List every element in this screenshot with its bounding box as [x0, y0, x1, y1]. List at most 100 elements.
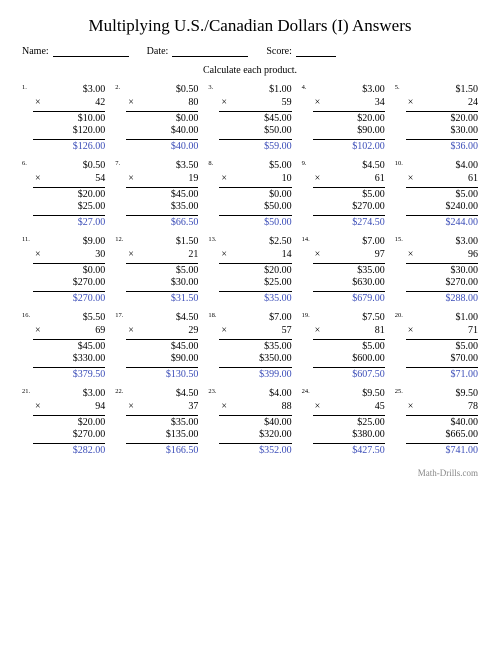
date-blank[interactable] — [172, 46, 248, 57]
problem: 16.$5.5069$45.00$330.00$379.50 — [22, 312, 105, 382]
multiplier: 29 — [126, 325, 198, 338]
multiplier: 30 — [33, 249, 105, 262]
rule — [406, 215, 478, 216]
partial-2: $40.00 — [126, 125, 198, 138]
rule — [126, 291, 198, 292]
multiplier: 57 — [219, 325, 291, 338]
rule — [313, 139, 385, 140]
partial-2: $25.00 — [33, 201, 105, 214]
problem: 12.$1.5021$5.00$30.00$31.50 — [115, 236, 198, 306]
partial-2: $70.00 — [406, 353, 478, 366]
rule — [33, 339, 105, 340]
answer: $27.00 — [33, 217, 105, 230]
rule — [126, 367, 198, 368]
multiplicand: $9.50 — [406, 388, 478, 401]
score-field: Score: — [266, 46, 336, 57]
answer: $71.00 — [406, 369, 478, 382]
partial-2: $35.00 — [126, 201, 198, 214]
partial-2: $270.00 — [33, 429, 105, 442]
multiplier: 61 — [406, 173, 478, 186]
rule — [219, 339, 291, 340]
problem-number: 18. — [208, 312, 216, 319]
problem-number: 17. — [115, 312, 123, 319]
multiplicand: $0.50 — [126, 84, 198, 97]
partial-2: $240.00 — [406, 201, 478, 214]
name-blank[interactable] — [53, 46, 129, 57]
partial-1: $20.00 — [33, 189, 105, 202]
partial-2: $90.00 — [313, 125, 385, 138]
problem-number: 1. — [22, 84, 27, 91]
rule — [406, 291, 478, 292]
instruction: Calculate each product. — [22, 65, 478, 76]
rule — [219, 443, 291, 444]
problem: 2.$0.5080$0.00$40.00$40.00 — [115, 84, 198, 154]
answer: $270.00 — [33, 293, 105, 306]
partial-2: $270.00 — [33, 277, 105, 290]
partial-1: $5.00 — [406, 341, 478, 354]
problem-number: 25. — [395, 388, 403, 395]
partial-1: $5.00 — [406, 189, 478, 202]
rule — [219, 291, 291, 292]
answer: $166.50 — [126, 445, 198, 458]
partial-2: $600.00 — [313, 353, 385, 366]
answer: $36.00 — [406, 141, 478, 154]
multiplier: 37 — [126, 401, 198, 414]
partial-1: $20.00 — [406, 113, 478, 126]
partial-1: $0.00 — [126, 113, 198, 126]
worksheet-page: Multiplying U.S./Canadian Dollars (I) An… — [0, 0, 500, 488]
problem-number: 24. — [302, 388, 310, 395]
problem-number: 2. — [115, 84, 120, 91]
multiplicand: $5.00 — [219, 160, 291, 173]
answer: $679.00 — [313, 293, 385, 306]
multiplier: 71 — [406, 325, 478, 338]
partial-2: $120.00 — [33, 125, 105, 138]
problem-number: 19. — [302, 312, 310, 319]
problem: 24.$9.5045$25.00$380.00$427.50 — [302, 388, 385, 458]
answer: $59.00 — [219, 141, 291, 154]
partial-2: $50.00 — [219, 201, 291, 214]
score-blank[interactable] — [296, 46, 336, 57]
multiplicand: $7.00 — [313, 236, 385, 249]
problem: 14.$7.0097$35.00$630.00$679.00 — [302, 236, 385, 306]
multiplier: 54 — [33, 173, 105, 186]
answer: $35.00 — [219, 293, 291, 306]
partial-2: $270.00 — [313, 201, 385, 214]
multiplicand: $9.00 — [33, 236, 105, 249]
partial-2: $135.00 — [126, 429, 198, 442]
answer: $102.00 — [313, 141, 385, 154]
answer: $399.00 — [219, 369, 291, 382]
problem: 19.$7.5081$5.00$600.00$607.50 — [302, 312, 385, 382]
date-label: Date: — [147, 46, 169, 57]
multiplier: 80 — [126, 97, 198, 110]
answer: $427.50 — [313, 445, 385, 458]
multiplicand: $7.50 — [313, 312, 385, 325]
answer: $66.50 — [126, 217, 198, 230]
multiplier: 81 — [313, 325, 385, 338]
multiplier: 61 — [313, 173, 385, 186]
partial-2: $90.00 — [126, 353, 198, 366]
partial-2: $50.00 — [219, 125, 291, 138]
answer: $40.00 — [126, 141, 198, 154]
rule — [33, 215, 105, 216]
rule — [219, 263, 291, 264]
multiplicand: $7.00 — [219, 312, 291, 325]
problem-number: 5. — [395, 84, 400, 91]
problem: 8.$5.0010$0.00$50.00$50.00 — [208, 160, 291, 230]
problem-number: 12. — [115, 236, 123, 243]
rule — [406, 139, 478, 140]
rule — [313, 339, 385, 340]
rule — [33, 187, 105, 188]
multiplicand: $0.50 — [33, 160, 105, 173]
problem: 6.$0.5054$20.00$25.00$27.00 — [22, 160, 105, 230]
partial-1: $30.00 — [406, 265, 478, 278]
partial-2: $630.00 — [313, 277, 385, 290]
problem: 5.$1.5024$20.00$30.00$36.00 — [395, 84, 478, 154]
page-title: Multiplying U.S./Canadian Dollars (I) An… — [22, 16, 478, 36]
score-label: Score: — [266, 46, 292, 57]
multiplicand: $4.50 — [126, 312, 198, 325]
rule — [313, 215, 385, 216]
rule — [126, 415, 198, 416]
partial-1: $5.00 — [313, 189, 385, 202]
rule — [406, 111, 478, 112]
multiplier: 78 — [406, 401, 478, 414]
